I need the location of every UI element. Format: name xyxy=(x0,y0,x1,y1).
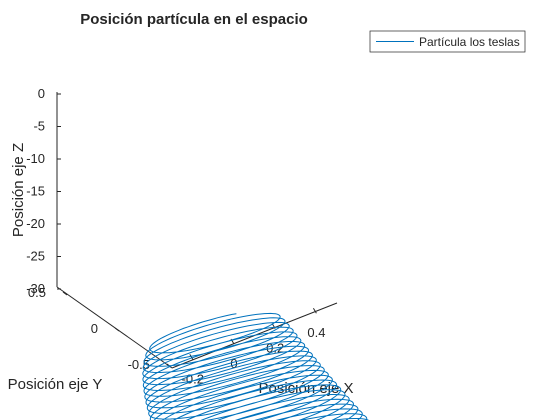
y-tick-label-mark xyxy=(62,291,68,296)
z-tick-label: -30 xyxy=(26,281,45,296)
legend: Partícula los teslas xyxy=(369,30,526,53)
x-tick-label: 0 xyxy=(230,356,237,371)
y-tick-label: 0.5 xyxy=(28,285,46,300)
legend-box xyxy=(369,30,526,53)
z-tick-label: -5 xyxy=(33,119,45,134)
x-tick-label-mark xyxy=(312,307,317,314)
z-tick-label: -25 xyxy=(26,249,45,264)
y-tick-label: 0 xyxy=(91,321,98,336)
chart-title: Posición partícula en el espacio xyxy=(80,11,308,28)
series-line-particula xyxy=(142,312,369,420)
y-tick-label-mark xyxy=(114,327,120,332)
y-axis-line xyxy=(56,286,173,369)
axes-3d xyxy=(56,92,338,369)
z-tick-label: -15 xyxy=(26,184,45,199)
y-axis-label: Posición eje Y xyxy=(8,376,103,393)
x-tick-label: 0.4 xyxy=(307,325,325,340)
z-axis-label: Posición eje Z xyxy=(10,143,27,237)
z-tick-label: 0 xyxy=(38,86,45,101)
z-tick-label: -10 xyxy=(26,151,45,166)
z-tick-label: -20 xyxy=(26,216,45,231)
x-tick-label-mark xyxy=(189,354,194,360)
legend-label: Partícula los teslas xyxy=(419,35,520,49)
